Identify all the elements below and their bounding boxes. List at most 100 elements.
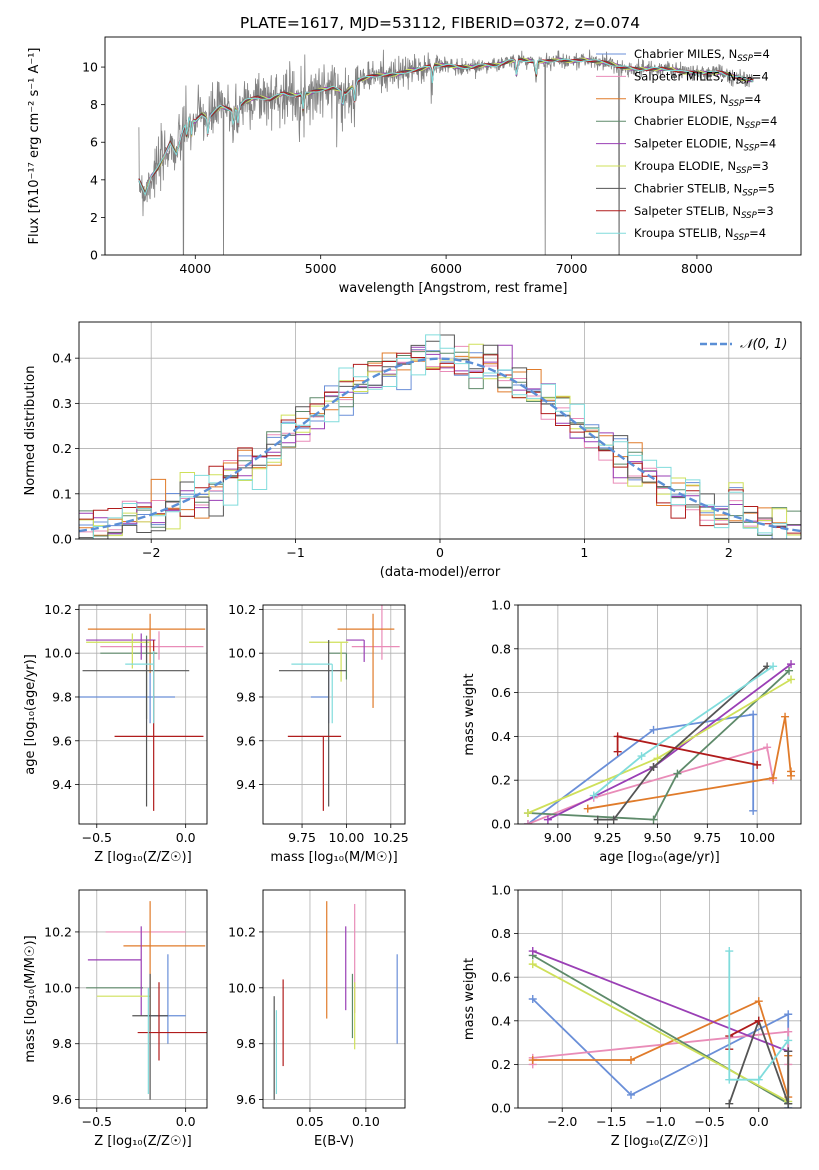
weight-line — [728, 1018, 790, 1104]
legend-label-sub: SSP — [729, 99, 745, 109]
weight-marker — [523, 820, 532, 824]
legend-label-suffix: =4 — [749, 226, 766, 240]
legend-label-text: Salpeter STELIB, N — [634, 204, 741, 218]
legend-label-text: Chabrier MILES, N — [634, 47, 737, 61]
weight-marker — [528, 947, 537, 956]
y-tick-label: 0.6 — [491, 685, 511, 700]
x-tick-label: 9.50 — [644, 830, 672, 845]
axes-frame — [517, 604, 802, 825]
y-tick-label: 0.0 — [491, 1101, 511, 1116]
weight-marker — [749, 710, 758, 719]
y-axis-label: Normed distribution — [23, 366, 38, 496]
weight-marker — [754, 1075, 763, 1084]
x-tick-label: 10.25 — [373, 830, 409, 845]
panel-mass-vs-EBV: 0.05 0.10 9.6 9.8 10.0 10.2 E(B-V) — [228, 889, 406, 1149]
weight-marker — [528, 1056, 537, 1065]
y-tick-label: 0.6 — [491, 970, 511, 985]
legend-label-text: Salpeter ELODIE, N — [634, 137, 744, 151]
y-tick-label: 9.4 — [52, 777, 72, 792]
axes-frame — [78, 604, 208, 825]
weight-marker — [609, 815, 618, 824]
y-tick-label: 0.1 — [52, 486, 72, 501]
x-tick-label: 0.0 — [176, 830, 196, 845]
weight-marker — [784, 1099, 793, 1108]
weight-marker — [543, 815, 552, 824]
x-tick-label: −0.5 — [694, 1114, 724, 1129]
legend-label: 𝒩(0, 1) — [740, 337, 787, 352]
x-tick-label: 9.25 — [594, 830, 622, 845]
x-tick-label: 0 — [436, 545, 444, 560]
legend-label-text: Salpeter MILES, N — [634, 69, 736, 83]
x-tick-label: 10.00 — [329, 830, 365, 845]
legend-label-sub: SSP — [741, 211, 757, 221]
y-tick-label: 0.4 — [491, 1013, 511, 1028]
x-tick-label: −2 — [142, 545, 160, 560]
weight-line — [527, 713, 755, 824]
y-tick-label: 0.2 — [491, 1057, 511, 1072]
panel-residuals: −2 −1 0 1 2 0.0 0.1 0.2 0.3 0.4 (data-model)/error… — [23, 321, 802, 580]
weight-marker — [649, 725, 658, 734]
figure-title: PLATE=1617, MJD=53112, FIBERID=0372, z=0… — [240, 14, 640, 32]
y-tick-label: 0 — [90, 248, 98, 263]
weight-marker — [784, 1036, 793, 1045]
legend-label: Salpeter MILES, NSSP=4 — [634, 69, 769, 86]
x-tick-label: 0.0 — [749, 1114, 769, 1129]
y-tick-label: 10.2 — [228, 924, 256, 939]
y-axis-label: mass [log₁₀(M/M☉)] — [23, 935, 38, 1062]
weight-marker — [754, 1016, 763, 1025]
y-tick-label: 10.2 — [228, 602, 256, 617]
y-tick-label: 9.8 — [236, 689, 256, 704]
weight-marker — [784, 1047, 793, 1056]
legend-label: Salpeter STELIB, NSSP=3 — [634, 204, 774, 221]
panel-mass-vs-Z: −0.5 0.0 9.6 9.8 10.0 10.2 Z [log₁₀(Z/Z☉)] mass… — [23, 889, 208, 1149]
weight-marker — [753, 760, 762, 769]
x-axis-label: (data-model)/error — [380, 565, 501, 580]
y-tick-label: 10.0 — [228, 980, 256, 995]
y-tick-label: 1.0 — [491, 598, 511, 613]
x-tick-label: 5000 — [305, 261, 337, 276]
x-tick-label: −1.0 — [645, 1114, 675, 1129]
weight-marker — [787, 767, 796, 776]
x-tick-label: 9.75 — [288, 830, 316, 845]
weight-marker — [725, 1075, 734, 1084]
x-axis-label: Z [log₁₀(Z/Z☉)] — [94, 1134, 191, 1149]
weight-marker — [769, 774, 778, 783]
weight-marker — [769, 662, 778, 671]
legend-label-text: Kroupa ELODIE, N — [634, 159, 736, 173]
y-tick-label: 10.0 — [228, 646, 256, 661]
y-tick-label: 10 — [82, 60, 98, 75]
legend-label-sub: SSP — [734, 233, 750, 243]
panel-weight-vs-age: 9.00 9.25 9.50 9.75 10.00 0.0 0.2 0.4 0.6 0.8 1.0 a… — [462, 598, 802, 865]
y-tick-label: 9.8 — [52, 1036, 72, 1051]
weight-line — [728, 951, 789, 1081]
legend-label: Kroupa ELODIE, NSSP=3 — [634, 159, 769, 176]
y-tick-label: 0.2 — [491, 773, 511, 788]
weight-marker — [784, 1010, 793, 1019]
x-tick-label: −0.5 — [82, 830, 112, 845]
plot-area — [273, 901, 398, 1100]
y-tick-label: 10.0 — [44, 646, 72, 661]
x-tick-label: 1 — [580, 545, 588, 560]
panel-weight-vs-Z: −2.0 −1.5 −1.0 −0.5 0.0 0.0 0.2 0.4 0.6 0.8 1.0 Z [… — [462, 883, 802, 1149]
legend-label-sub: SSP — [744, 144, 760, 154]
legend-label: Kroupa MILES, NSSP=4 — [634, 92, 761, 109]
weight-marker — [589, 791, 598, 800]
plot-area — [523, 660, 796, 824]
y-tick-label: 0.3 — [52, 396, 72, 411]
y-axis-label: mass weight — [462, 958, 477, 1040]
weight-marker — [613, 732, 622, 741]
y-tick-label: 9.8 — [52, 689, 72, 704]
x-tick-label: 0.05 — [296, 1114, 324, 1129]
y-axis-label: Flux [fλ10⁻¹⁷ erg cm⁻² s⁻¹ A⁻¹] — [27, 48, 42, 245]
weight-marker — [649, 815, 658, 824]
legend-label-sub: SSP — [736, 166, 752, 176]
weight-line — [593, 665, 774, 797]
x-tick-label: −0.5 — [82, 1114, 112, 1129]
axes-frame — [78, 889, 208, 1109]
plot-area — [86, 901, 207, 1100]
legend-label-suffix: =4 — [753, 47, 770, 61]
x-tick-label: −1.5 — [596, 1114, 626, 1129]
weight-marker — [637, 752, 646, 761]
x-tick-label: 10.00 — [739, 830, 775, 845]
